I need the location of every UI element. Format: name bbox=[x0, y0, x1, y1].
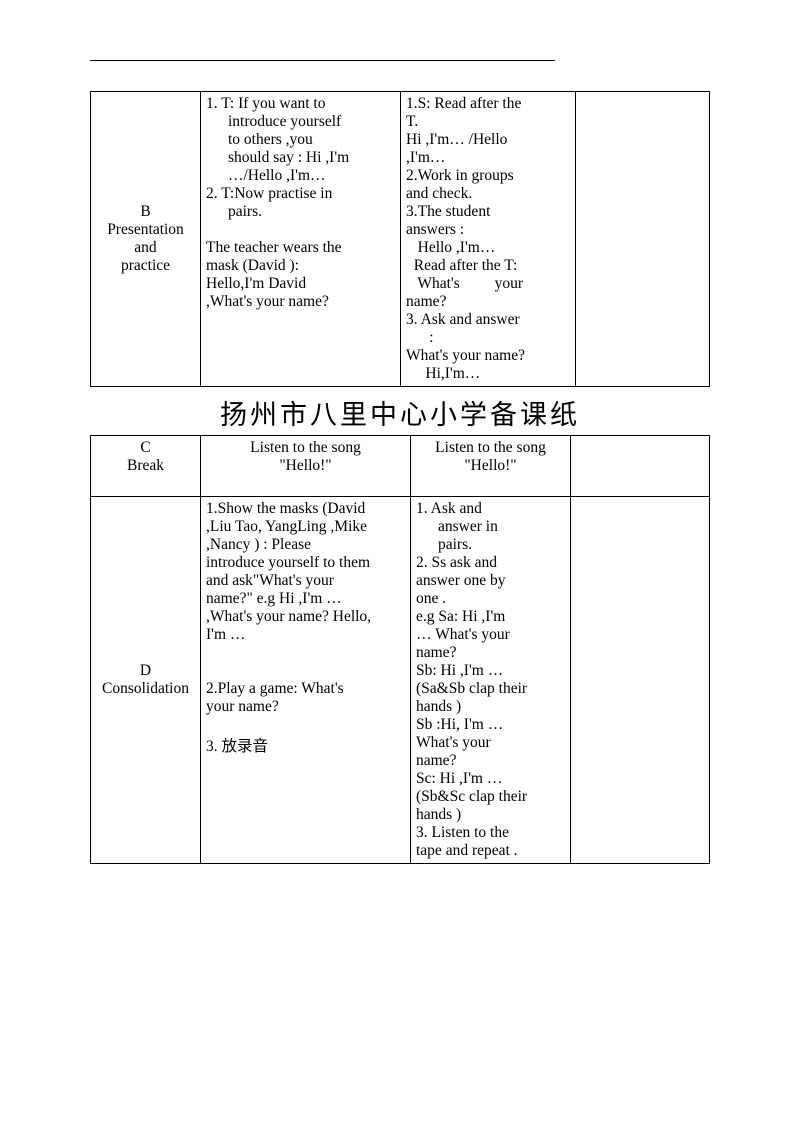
section-b-label: B Presentation and practice bbox=[91, 92, 201, 387]
section-d-label: D Consolidation bbox=[91, 497, 201, 864]
section-b-teacher: 1. T: If you want to introduce yourself … bbox=[201, 92, 401, 387]
table-2: C Break Listen to the song "Hello!" List… bbox=[90, 435, 710, 864]
section-b-student: 1.S: Read after the T. Hi ,I'm… /Hello ,… bbox=[401, 92, 576, 387]
section-b-empty bbox=[576, 92, 710, 387]
section-d-teacher: 1.Show the masks (David ,Liu Tao, YangLi… bbox=[201, 497, 411, 864]
header-rule bbox=[90, 60, 555, 61]
section-c-empty bbox=[571, 436, 710, 497]
section-d-empty bbox=[571, 497, 710, 864]
table-row: B Presentation and practice 1. T: If you… bbox=[91, 92, 710, 387]
page-title: 扬州市八里中心小学备课纸 bbox=[90, 393, 710, 432]
section-d-student: 1. Ask and answer in pairs. 2. Ss ask an… bbox=[411, 497, 571, 864]
table-row: D Consolidation 1.Show the masks (David … bbox=[91, 497, 710, 864]
table-1: B Presentation and practice 1. T: If you… bbox=[90, 91, 710, 387]
section-c-label: C Break bbox=[91, 436, 201, 497]
section-c-student: Listen to the song "Hello!" bbox=[411, 436, 571, 497]
table-row: C Break Listen to the song "Hello!" List… bbox=[91, 436, 710, 497]
section-c-teacher: Listen to the song "Hello!" bbox=[201, 436, 411, 497]
